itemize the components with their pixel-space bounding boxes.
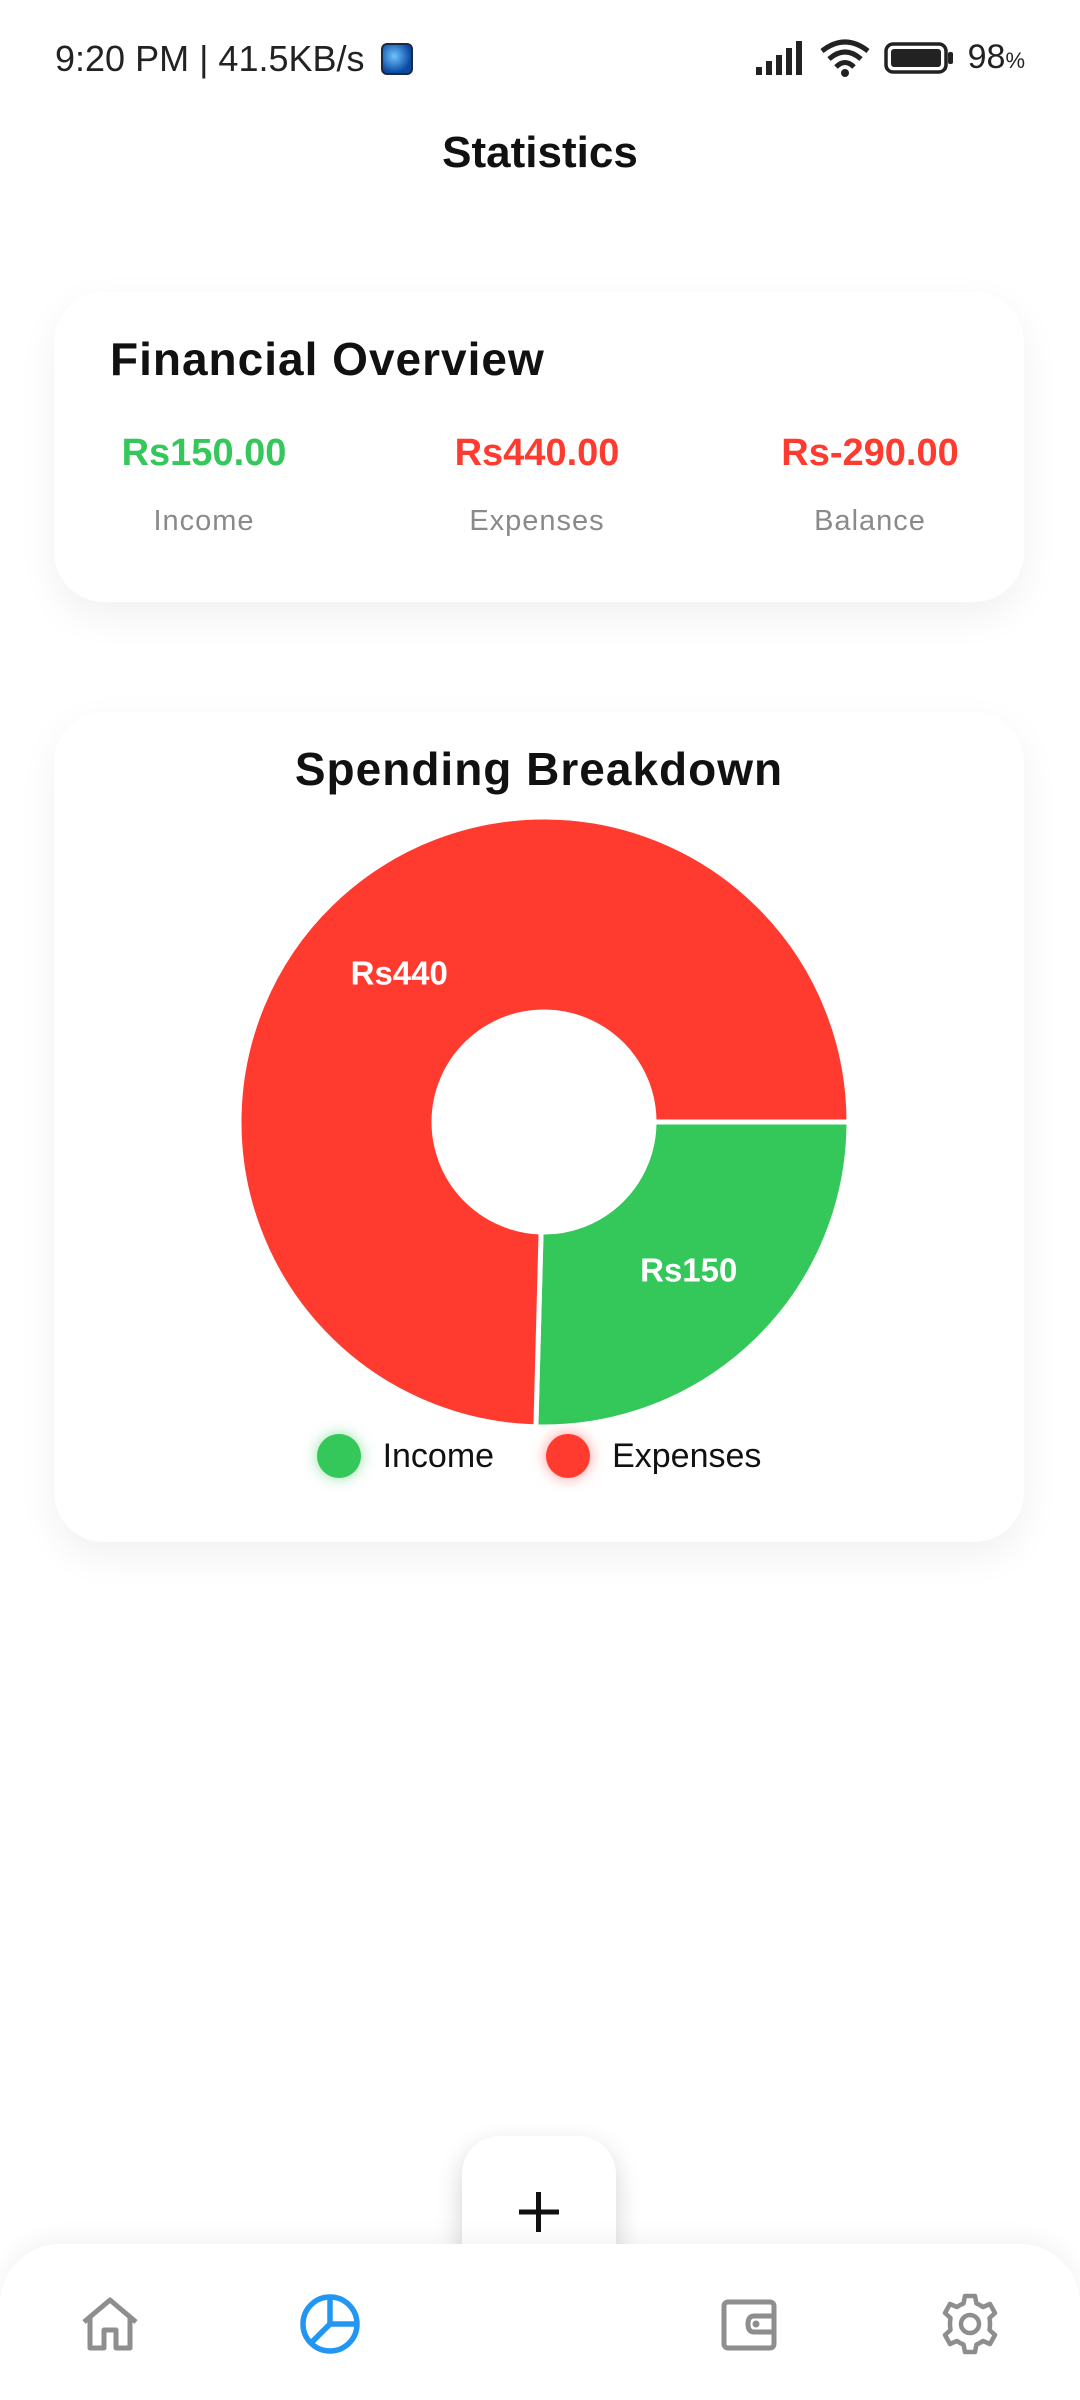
wallet-icon [721, 2299, 777, 2351]
donut-slice-expenses [236, 814, 852, 1430]
status-time: 9:20 PM | 41.5KB/s [55, 38, 365, 79]
financial-overview-card: Financial Overview Rs150.00 Income Rs440… [54, 292, 1024, 602]
app-notification-icon [380, 43, 413, 75]
balance-label: Balance [814, 505, 926, 537]
donut-label-income: Rs150 [640, 1252, 737, 1289]
nav-statistics[interactable] [290, 2284, 370, 2364]
income-value: Rs150.00 [121, 432, 287, 474]
overview-title: Financial Overview [110, 333, 545, 385]
income-label: Income [153, 505, 255, 537]
gear-icon [942, 2293, 998, 2355]
legend-item-income: Income [316, 1434, 495, 1478]
legend-item-expenses: Expenses [546, 1434, 761, 1478]
donut-label-expenses: Rs440 [351, 954, 448, 991]
breakdown-title: Spending Breakdown [294, 743, 784, 795]
legend-label-expenses: Expenses [612, 1436, 762, 1475]
status-left: 9:20 PM | 41.5KB/s [55, 38, 413, 80]
pie-chart-icon [300, 2294, 360, 2354]
battery-percent: 98% [967, 38, 1025, 76]
balance-value: Rs-290.00 [781, 432, 959, 474]
status-right: 98% [755, 38, 1025, 77]
plus-icon [519, 2192, 559, 2232]
spending-breakdown-card: Spending Breakdown Rs150 Rs440 Income Exp… [54, 712, 1024, 1542]
status-bar: 9:20 PM | 41.5KB/s 98% [0, 0, 1080, 120]
nav-home[interactable] [70, 2284, 150, 2364]
expenses-summary: Rs440.00 Expenses [387, 432, 687, 538]
home-icon [82, 2297, 138, 2351]
nav-wallet[interactable] [710, 2284, 790, 2364]
legend-dot-expenses [546, 1434, 591, 1478]
donut-slice-income [533, 1119, 852, 1430]
balance-summary: Rs-290.00 Balance [720, 432, 1020, 538]
expenses-label: Expenses [469, 505, 605, 537]
page-title: Statistics [442, 128, 638, 177]
nav-settings[interactable] [930, 2284, 1010, 2364]
donut-chart: Rs150 Rs440 [236, 814, 852, 1430]
bottom-nav [0, 2244, 1080, 2400]
wifi-icon [820, 39, 870, 77]
income-summary: Rs150.00 Income [54, 432, 354, 538]
legend-label-income: Income [382, 1436, 495, 1475]
expenses-value: Rs440.00 [454, 432, 620, 474]
battery-icon [883, 41, 953, 74]
signal-icon [755, 40, 802, 75]
legend-dot-income [316, 1434, 361, 1478]
chart-legend: Income Expenses [54, 1434, 1024, 1478]
